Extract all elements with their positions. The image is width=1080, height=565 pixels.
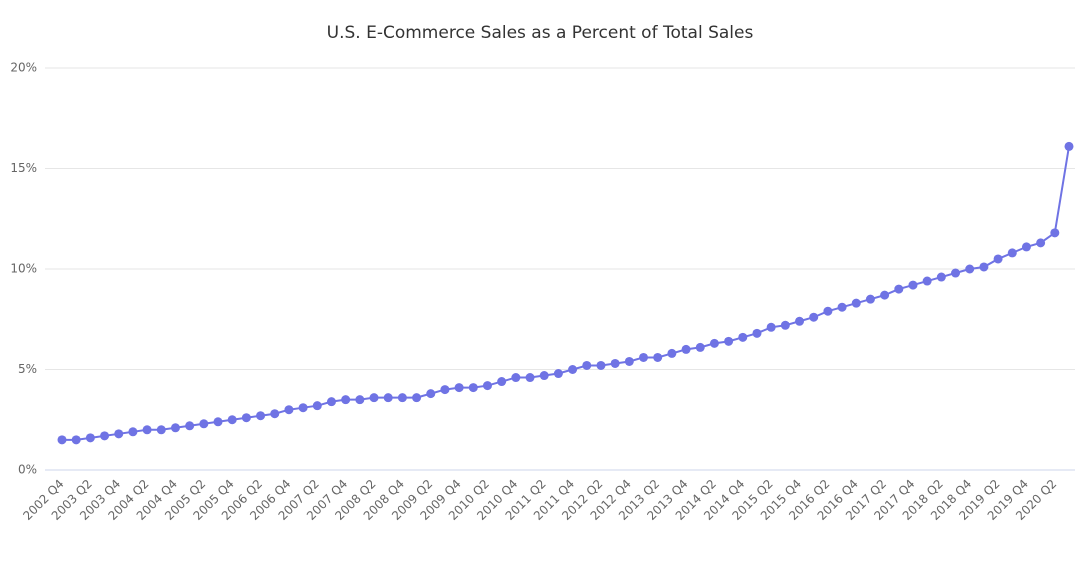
point [894, 284, 904, 294]
y-tick-label: 20% [10, 61, 37, 75]
point [1036, 238, 1046, 248]
point [114, 429, 124, 439]
y-tick-label: 5% [18, 362, 37, 376]
point [284, 405, 294, 415]
point [596, 360, 606, 370]
point [667, 348, 677, 358]
point [85, 433, 95, 443]
point [369, 393, 379, 403]
point [256, 411, 266, 421]
point [965, 264, 975, 274]
point [482, 381, 492, 391]
point [511, 373, 521, 383]
point [241, 413, 251, 423]
point [851, 298, 861, 308]
point [865, 294, 875, 304]
y-tick-label: 10% [10, 262, 37, 276]
point [922, 276, 932, 286]
point [951, 268, 961, 278]
point [440, 385, 450, 395]
point [213, 417, 223, 427]
point [695, 342, 705, 352]
point [880, 290, 890, 300]
point [426, 389, 436, 399]
line [62, 146, 1070, 441]
point [1050, 228, 1060, 238]
point [539, 371, 549, 381]
point [582, 360, 592, 370]
point [298, 403, 308, 413]
point [1064, 141, 1074, 151]
point [71, 435, 81, 445]
point [752, 328, 762, 338]
point [553, 369, 563, 379]
point [383, 393, 393, 403]
point [724, 336, 734, 346]
point [397, 393, 407, 403]
point [624, 356, 634, 366]
chart-title: U.S. E-Commerce Sales as a Percent of To… [327, 23, 754, 43]
point [128, 427, 138, 437]
point [270, 409, 280, 419]
point [199, 419, 209, 429]
point [936, 272, 946, 282]
point [1007, 248, 1017, 258]
point [156, 425, 166, 435]
point [227, 415, 237, 425]
point [454, 383, 464, 393]
point [823, 306, 833, 316]
point [993, 254, 1003, 264]
point [979, 262, 989, 272]
point [681, 344, 691, 354]
point [341, 395, 351, 405]
point [568, 365, 578, 374]
point [610, 358, 620, 368]
point [795, 316, 805, 326]
point [185, 421, 195, 431]
point [312, 401, 322, 411]
point [57, 435, 67, 445]
point [100, 431, 110, 441]
point [653, 352, 663, 362]
y-tick-label: 0% [18, 463, 37, 477]
point [766, 322, 776, 332]
point [525, 373, 535, 383]
point [1021, 242, 1031, 252]
point [142, 425, 152, 435]
point [355, 395, 365, 405]
point [326, 397, 336, 407]
point [809, 312, 819, 322]
point [170, 423, 180, 433]
y-tick-label: 15% [10, 161, 37, 175]
point [412, 393, 422, 403]
point [738, 332, 748, 342]
point [908, 280, 918, 290]
point [780, 320, 790, 330]
point [497, 377, 507, 387]
point [468, 383, 478, 393]
point [639, 352, 649, 362]
point [837, 302, 847, 312]
point [709, 338, 719, 348]
